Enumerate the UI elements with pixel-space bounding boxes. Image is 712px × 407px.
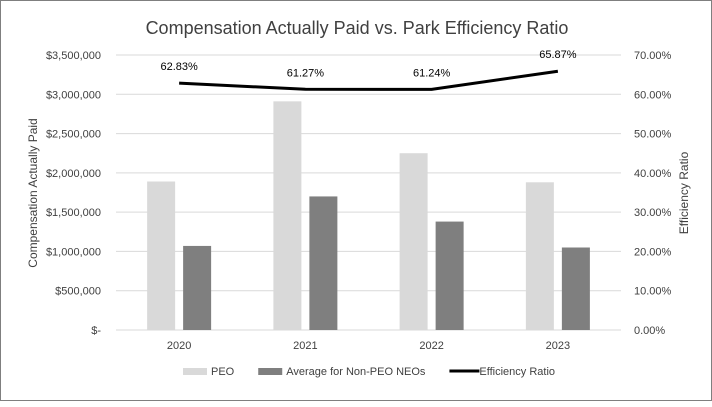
bars [147,101,590,330]
efficiency-data-label: 62.83% [160,61,198,73]
legend-item: Average for Non-PEO NEOs [258,366,426,378]
legend-label: Average for Non-PEO NEOs [286,366,426,378]
x-tick-label: 2022 [419,340,443,352]
efficiency-line-group: 62.83% 61.27% 61.24% 65.87% [160,49,577,91]
y-tick-label: $1,000,000 [46,246,101,258]
legend-swatch-peo [183,368,207,375]
non-peo-neo-bar [183,245,212,330]
y2-tick-label: 70.00% [634,50,672,62]
legend-label: Efficiency Ratio [479,366,555,378]
peo-bar [399,153,428,330]
y2-tick-label: 30.00% [634,207,672,219]
y-axis-label: Compensation Actually Paid [26,118,40,267]
axis-ticks: $- $500,000 $1,000,000 $1,500,000 $2,000,000… [46,50,672,352]
y-tick-label: $500,000 [55,286,101,298]
legend-item: PEO [183,366,235,378]
peo-bar [525,182,554,330]
legend-swatch-non-peo-neo [258,368,283,375]
y-tick-label: $2,500,000 [46,129,101,141]
y-tick-label: $3,500,000 [46,50,101,62]
efficiency-data-label: 65.87% [539,49,577,61]
efficiency-data-label: 61.27% [287,67,325,79]
non-peo-neo-bar [561,247,590,330]
y-tick-label: $3,000,000 [46,89,101,101]
chart-title: Compensation Actually Paid vs. Park Effi… [146,18,569,38]
y-tick-label: $- [91,325,101,337]
y2-tick-label: 20.00% [634,246,672,258]
legend-label: PEO [211,366,235,378]
x-tick-label: 2020 [167,340,191,352]
y2-tick-label: 60.00% [634,89,672,101]
efficiency-data-label: 61.24% [413,67,451,79]
y2-tick-label: 0.00% [634,325,665,337]
non-peo-neo-bar [309,196,338,330]
y2-tick-label: 50.00% [634,129,672,141]
legend-item: Efficiency Ratio [449,366,555,378]
non-peo-neo-bar [435,221,464,330]
peo-bar [147,181,176,330]
efficiency-ratio-line [179,69,559,91]
y2-tick-label: 40.00% [634,168,672,180]
y2-axis-label: Efficiency Ratio [677,151,691,234]
legend: PEO Average for Non-PEO NEOs Efficiency Ra… [183,366,555,378]
x-tick-label: 2023 [546,340,570,352]
y-tick-label: $1,500,000 [46,207,101,219]
x-tick-label: 2021 [293,340,317,352]
y2-tick-label: 10.00% [634,286,672,298]
peo-bar [273,101,302,330]
y-tick-label: $2,000,000 [46,168,101,180]
